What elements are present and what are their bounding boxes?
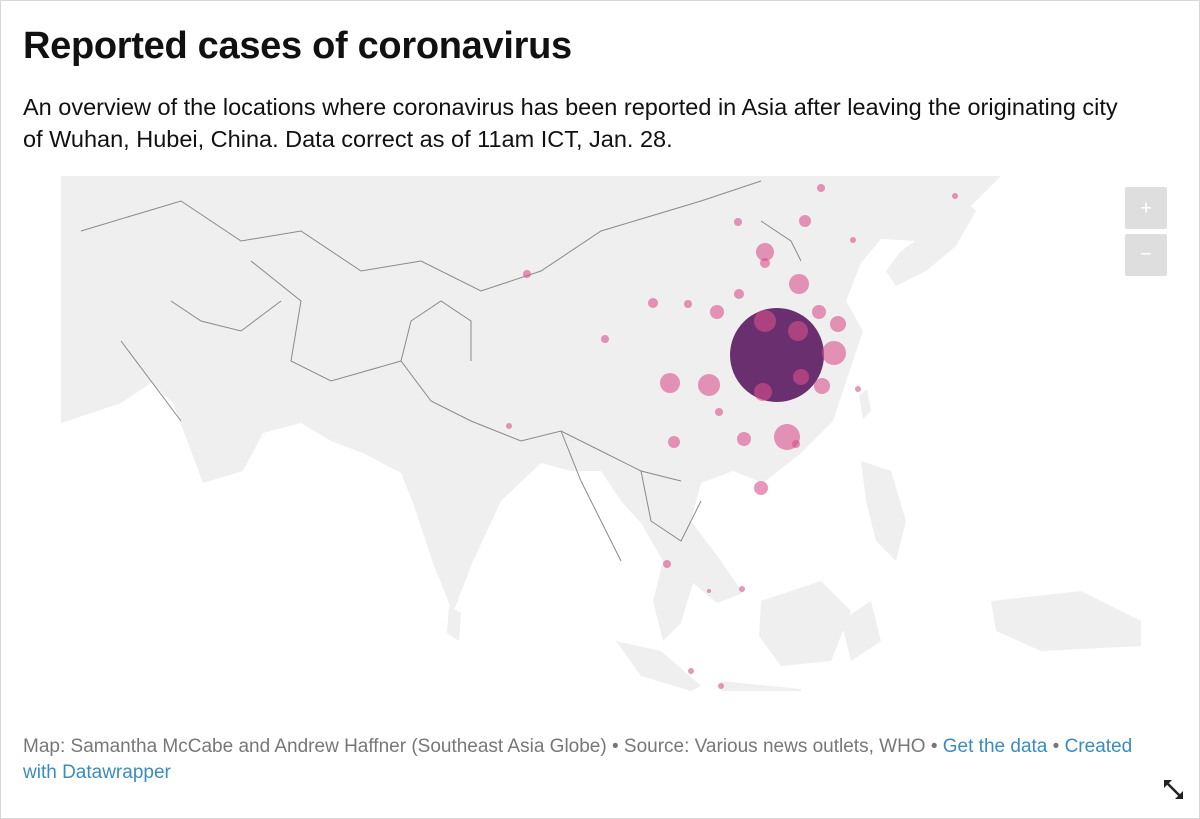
case-bubble[interactable] <box>733 217 743 227</box>
case-bubble[interactable] <box>522 269 532 279</box>
case-bubble[interactable] <box>668 436 680 448</box>
map: + − <box>61 176 1167 691</box>
case-bubble[interactable] <box>813 377 831 395</box>
case-bubble[interactable] <box>662 559 672 569</box>
datawrapper-link[interactable]: Created with Datawrapper <box>23 736 1133 783</box>
case-bubble[interactable] <box>697 373 721 397</box>
case-bubble[interactable] <box>710 305 724 319</box>
footer: Map: Samantha McCabe and Andrew Haffner … <box>23 734 1163 786</box>
case-bubble[interactable] <box>821 340 847 366</box>
case-bubble[interactable] <box>952 193 958 199</box>
zoom-in-button[interactable] <box>1125 187 1167 229</box>
expand-icon[interactable] <box>1161 777 1187 803</box>
case-bubble[interactable] <box>718 683 724 689</box>
case-bubble[interactable] <box>753 382 773 402</box>
case-bubble[interactable] <box>737 432 751 446</box>
land <box>61 176 1141 691</box>
zoom-controls: + − <box>1125 187 1167 276</box>
description: An overview of the locations where coron… <box>23 94 1118 152</box>
case-bubble[interactable] <box>706 588 712 594</box>
zoom-out-button[interactable] <box>1125 234 1167 276</box>
case-bubble[interactable] <box>739 586 745 592</box>
case-bubble[interactable] <box>659 372 681 394</box>
case-bubble[interactable] <box>755 242 775 262</box>
case-bubble[interactable] <box>799 215 811 227</box>
case-bubble[interactable] <box>759 257 771 269</box>
case-bubble[interactable] <box>683 299 693 309</box>
case-bubble[interactable] <box>788 273 810 295</box>
get-data-link[interactable]: Get the data <box>942 736 1048 757</box>
borders <box>80 180 802 562</box>
case-bubble[interactable] <box>647 297 659 309</box>
case-bubble[interactable] <box>754 481 768 495</box>
credit: Map: Samantha McCabe and Andrew Haffner … <box>23 736 938 757</box>
case-bubble[interactable] <box>714 407 724 417</box>
case-bubble[interactable] <box>733 288 745 300</box>
case-bubble[interactable] <box>791 439 801 449</box>
markers <box>506 183 958 689</box>
case-bubble[interactable] <box>816 183 826 193</box>
case-bubble[interactable] <box>812 305 826 319</box>
case-bubble[interactable] <box>792 368 810 386</box>
zoom-in-label[interactable]: + <box>1140 197 1152 219</box>
case-bubble[interactable] <box>688 668 694 674</box>
case-bubble[interactable] <box>829 315 847 333</box>
case-bubble[interactable] <box>753 309 777 333</box>
zoom-out-label[interactable]: − <box>1140 243 1152 265</box>
case-bubble[interactable] <box>600 334 610 344</box>
case-bubble[interactable] <box>850 237 856 243</box>
case-bubble[interactable] <box>506 423 512 429</box>
case-bubble[interactable] <box>855 386 861 392</box>
title: Reported cases of coronavirus <box>23 25 572 67</box>
case-bubble[interactable] <box>787 320 809 342</box>
separator: • <box>1052 736 1060 757</box>
case-bubble[interactable] <box>730 308 824 402</box>
